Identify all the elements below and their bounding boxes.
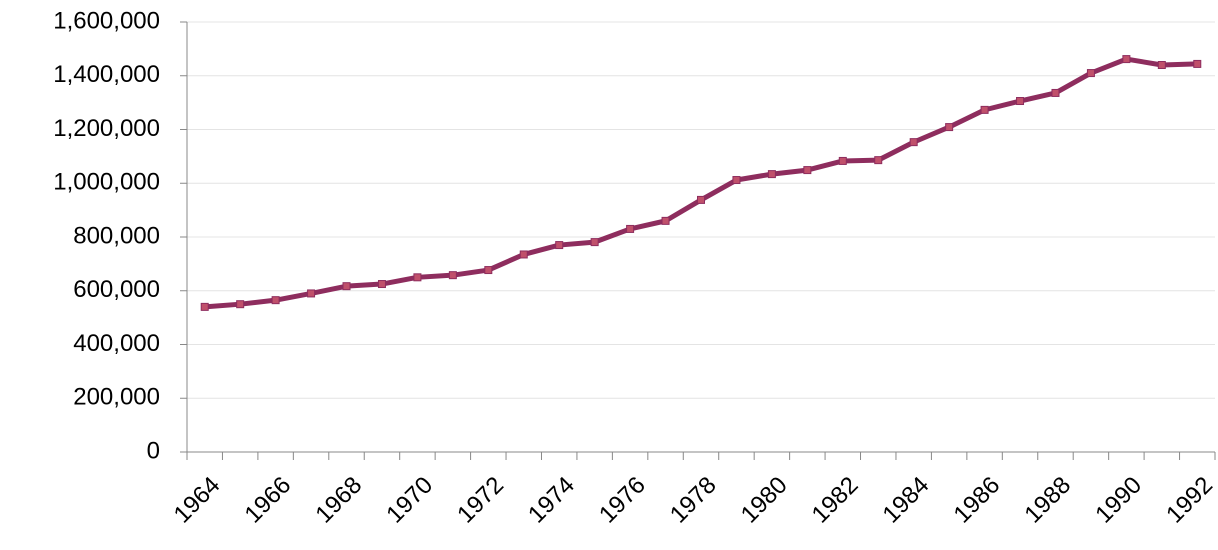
data-point: [590, 238, 599, 247]
x-tick-label: 1990: [1090, 472, 1147, 529]
y-tick-label: 1,000,000: [53, 169, 160, 196]
data-point: [874, 156, 883, 165]
data-point: [909, 138, 918, 147]
data-point: [1193, 59, 1202, 68]
x-tick-label: 1968: [310, 472, 367, 529]
y-tick-label: 400,000: [73, 330, 160, 357]
data-point: [626, 224, 635, 233]
data-point: [1086, 69, 1095, 78]
data-point: [448, 271, 457, 280]
x-tick-label: 1966: [240, 472, 297, 529]
data-point: [697, 195, 705, 204]
x-tick-label: 1986: [948, 472, 1005, 529]
x-tick-label: 1976: [594, 472, 651, 529]
data-point: [271, 296, 280, 305]
data-point: [1016, 97, 1025, 106]
x-tick-label: 1984: [878, 472, 935, 529]
data-point: [661, 216, 670, 225]
y-tick-label: 800,000: [73, 222, 160, 249]
data-point: [377, 280, 386, 289]
data-point: [838, 156, 847, 165]
x-tick-label: 1970: [381, 472, 438, 529]
x-tick-label: 1982: [807, 472, 864, 529]
data-point: [307, 289, 316, 298]
data-point: [413, 273, 422, 282]
data-point: [1122, 55, 1131, 64]
x-tick-label: 1980: [736, 472, 793, 529]
x-tick-label: 1964: [169, 472, 226, 529]
y-tick-label: 0: [147, 437, 160, 464]
data-point: [342, 282, 351, 291]
data-point: [945, 123, 954, 132]
y-tick-label: 1,600,000: [53, 7, 160, 34]
y-tick-label: 1,200,000: [53, 115, 160, 142]
x-tick-label: 1988: [1019, 472, 1076, 529]
x-tick-label: 1972: [452, 472, 509, 529]
x-tick-label: 1978: [665, 472, 722, 529]
data-point: [1157, 61, 1166, 69]
data-point: [484, 266, 493, 275]
data-point: [732, 176, 741, 185]
y-tick-label: 1,400,000: [53, 61, 160, 88]
y-tick-label: 200,000: [73, 384, 160, 411]
data-point: [803, 166, 812, 175]
data-point: [200, 302, 209, 311]
y-tick-label: 600,000: [73, 276, 160, 303]
data-point: [519, 250, 528, 259]
data-point: [767, 170, 776, 179]
data-point: [555, 241, 564, 250]
data-point: [236, 300, 245, 309]
data-point: [1051, 88, 1060, 97]
x-tick-label: 1974: [523, 472, 580, 529]
x-tick-label: 1992: [1161, 472, 1218, 529]
data-point: [980, 105, 989, 114]
